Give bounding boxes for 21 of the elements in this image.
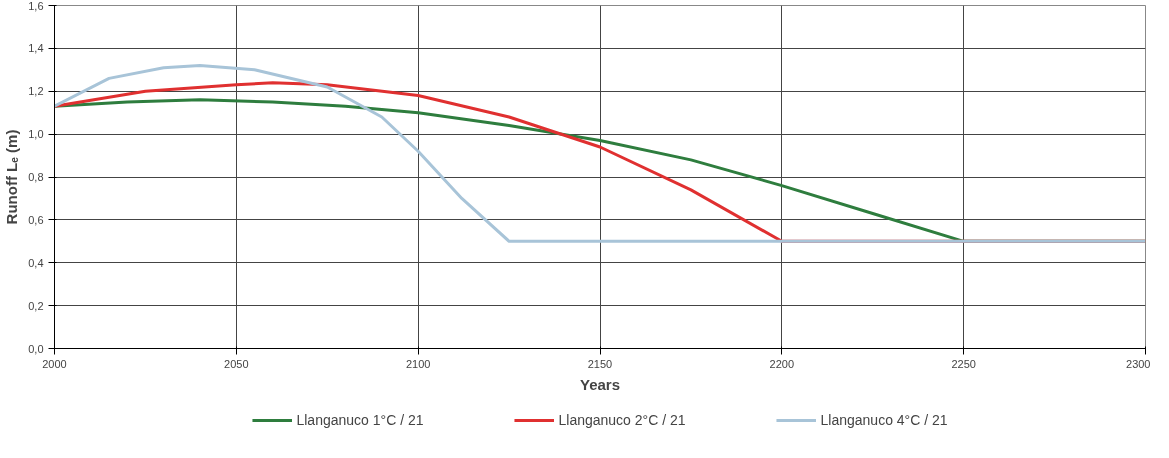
x-tick-label: 2250 [951,357,976,370]
y-tick-label: 1,6 [28,0,44,12]
x-tick-label: 2300 [1126,357,1151,370]
legend-label: Llanganuco 2°C / 21 [558,412,686,428]
y-tick-label: 1,0 [28,128,44,141]
x-tick-label: 2150 [587,357,613,370]
y-tick-label: 0,2 [28,299,44,312]
y-tick-label: 1,2 [28,85,44,98]
y-tick-label: 0,0 [28,342,44,355]
y-tick-label: 0,6 [28,213,44,226]
y-tick-label: 1,4 [28,42,44,55]
y-tick-label: 0,4 [28,256,44,269]
y-axis-title: Runoff Lₑ (m) [3,129,21,225]
legend-label: Llanganuco 4°C / 21 [820,412,948,428]
x-tick-label: 2050 [224,357,249,370]
legend-label: Llanganuco 1°C / 21 [296,412,424,428]
y-tick-label: 0,8 [28,171,44,183]
x-tick-label: 2200 [769,357,795,370]
x-tick-label: 2000 [42,357,67,370]
x-tick-label: 2100 [405,357,431,370]
x-axis-title: Years [579,375,621,393]
